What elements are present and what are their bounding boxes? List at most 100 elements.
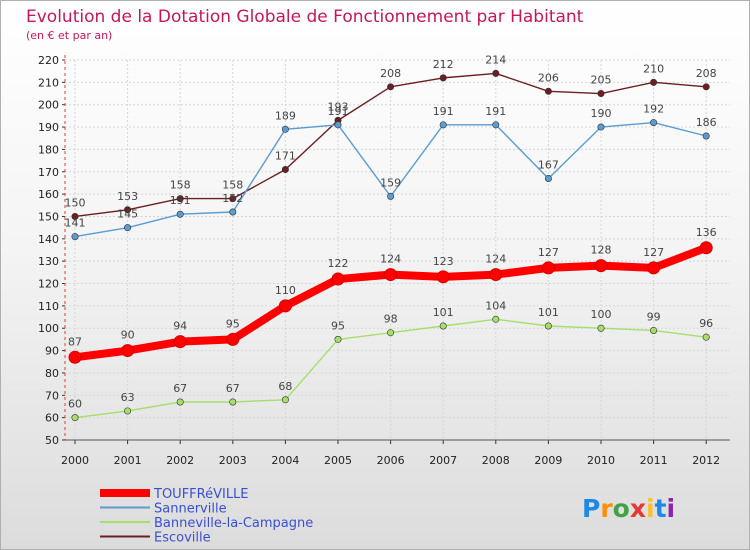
point-sannerville-2010 bbox=[597, 123, 605, 131]
y-tick-label-140: 140 bbox=[38, 233, 59, 246]
point-escoville-2002 bbox=[176, 195, 184, 203]
data-label-banneville-la-campagne-2000: 60 bbox=[68, 398, 82, 411]
y-tick-label-100: 100 bbox=[38, 322, 59, 335]
data-label-touffr-ville-2011: 127 bbox=[643, 246, 664, 259]
y-tick-label-180: 180 bbox=[38, 143, 59, 156]
x-tick-label-2005: 2005 bbox=[324, 454, 352, 467]
y-tick-label-190: 190 bbox=[38, 121, 59, 134]
data-label-touffr-ville-2010: 128 bbox=[591, 244, 612, 257]
y-tick-label-70: 70 bbox=[45, 389, 59, 402]
point-banneville-la-campagne-2002 bbox=[176, 398, 184, 406]
point-banneville-la-campagne-2010 bbox=[597, 324, 605, 332]
y-tick-label-80: 80 bbox=[45, 367, 59, 380]
data-label-touffr-ville-2008: 124 bbox=[485, 253, 506, 266]
data-label-escoville-2008: 214 bbox=[485, 53, 506, 66]
data-label-escoville-2000: 150 bbox=[65, 196, 86, 209]
data-label-sannerville-2001: 145 bbox=[117, 208, 138, 221]
data-label-sannerville-2004: 189 bbox=[275, 109, 296, 122]
y-tick-label-50: 50 bbox=[45, 434, 59, 447]
point-sannerville-2006 bbox=[387, 192, 395, 200]
data-label-sannerville-2008: 191 bbox=[485, 105, 506, 118]
chart-title: Evolution de la Dotation Globale de Fonc… bbox=[26, 7, 584, 27]
y-tick-label-170: 170 bbox=[38, 166, 59, 179]
point-touffr-ville-2000 bbox=[68, 350, 82, 364]
grid bbox=[65, 59, 730, 441]
y-tick-label-200: 200 bbox=[38, 99, 59, 112]
point-sannerville-2011 bbox=[650, 119, 658, 127]
point-touffr-ville-2001 bbox=[121, 344, 135, 358]
data-label-banneville-la-campagne-2012: 96 bbox=[699, 317, 713, 330]
point-banneville-la-campagne-2006 bbox=[387, 329, 395, 337]
data-label-touffr-ville-2012: 136 bbox=[696, 226, 717, 239]
y-tick-label-160: 160 bbox=[38, 188, 59, 201]
point-sannerville-2005 bbox=[334, 121, 342, 129]
point-escoville-2011 bbox=[650, 78, 658, 86]
legend-label-touffr-ville: TOUFFRéVILLE bbox=[153, 487, 249, 502]
data-label-escoville-2009: 206 bbox=[538, 71, 559, 84]
x-tick-label-2010: 2010 bbox=[587, 454, 615, 467]
data-label-banneville-la-campagne-2004: 68 bbox=[278, 380, 292, 393]
data-label-escoville-2001: 153 bbox=[117, 190, 138, 203]
point-escoville-2012 bbox=[702, 83, 710, 91]
data-label-banneville-la-campagne-2006: 98 bbox=[384, 313, 398, 326]
data-label-banneville-la-campagne-2001: 63 bbox=[121, 391, 135, 404]
x-tick-label-2003: 2003 bbox=[219, 454, 247, 467]
data-label-touffr-ville-2002: 94 bbox=[173, 320, 187, 333]
data-label-sannerville-2010: 190 bbox=[591, 107, 612, 120]
point-escoville-2006 bbox=[387, 83, 395, 91]
proxiti-logo-text: Proxiti bbox=[582, 494, 675, 523]
point-touffr-ville-2011 bbox=[647, 261, 661, 275]
data-label-banneville-la-campagne-2008: 104 bbox=[485, 299, 506, 312]
point-banneville-la-campagne-2009 bbox=[544, 322, 552, 330]
legend: TOUFFRéVILLESannervilleBanneville-la-Cam… bbox=[100, 487, 313, 546]
data-label-touffr-ville-2003: 95 bbox=[226, 317, 240, 330]
data-label-banneville-la-campagne-2005: 95 bbox=[331, 319, 345, 332]
point-banneville-la-campagne-2008 bbox=[492, 315, 500, 323]
series-escoville: 150 153 158 158 171 193 208 212 214 206 205 210 208 bbox=[65, 53, 717, 220]
x-tick-label-2011: 2011 bbox=[640, 454, 668, 467]
data-label-banneville-la-campagne-2002: 67 bbox=[173, 382, 187, 395]
point-touffr-ville-2007 bbox=[436, 270, 450, 284]
point-touffr-ville-2006 bbox=[384, 268, 398, 282]
point-touffr-ville-2002 bbox=[173, 335, 187, 349]
y-tick-label-120: 120 bbox=[38, 278, 59, 291]
y-tick-label-110: 110 bbox=[38, 300, 59, 313]
data-label-sannerville-2007: 191 bbox=[433, 105, 454, 118]
point-escoville-2009 bbox=[544, 87, 552, 95]
data-label-escoville-2007: 212 bbox=[433, 58, 454, 71]
data-label-escoville-2012: 208 bbox=[696, 67, 717, 80]
data-label-touffr-ville-2004: 110 bbox=[275, 284, 296, 297]
data-label-escoville-2011: 210 bbox=[643, 62, 664, 75]
point-escoville-2008 bbox=[492, 69, 500, 77]
data-label-sannerville-2002: 151 bbox=[170, 194, 191, 207]
series-touffr-ville: 87 90 94 95 110 122 124 123 124 127 128 127 136 bbox=[68, 226, 717, 364]
y-tick-label-150: 150 bbox=[38, 210, 59, 223]
x-tick-label-2002: 2002 bbox=[166, 454, 194, 467]
point-banneville-la-campagne-2003 bbox=[229, 398, 237, 406]
data-label-sannerville-2003: 152 bbox=[222, 192, 243, 205]
point-touffr-ville-2008 bbox=[489, 268, 503, 282]
point-escoville-2010 bbox=[597, 90, 605, 98]
data-label-banneville-la-campagne-2011: 99 bbox=[647, 310, 661, 323]
point-banneville-la-campagne-2001 bbox=[124, 407, 132, 415]
data-label-touffr-ville-2009: 127 bbox=[538, 246, 559, 259]
x-tick-label-2007: 2007 bbox=[429, 454, 457, 467]
data-label-touffr-ville-2000: 87 bbox=[68, 335, 82, 348]
point-banneville-la-campagne-2012 bbox=[702, 333, 710, 341]
data-label-escoville-2002: 158 bbox=[170, 179, 191, 192]
data-label-sannerville-2009: 167 bbox=[538, 158, 559, 171]
data-label-banneville-la-campagne-2007: 101 bbox=[433, 306, 454, 319]
data-label-sannerville-2000: 141 bbox=[65, 217, 86, 230]
point-touffr-ville-2009 bbox=[541, 261, 555, 275]
point-banneville-la-campagne-2007 bbox=[439, 322, 447, 330]
point-banneville-la-campagne-2005 bbox=[334, 335, 342, 343]
x-tick-label-2004: 2004 bbox=[271, 454, 299, 467]
x-tick-label-2008: 2008 bbox=[482, 454, 510, 467]
point-banneville-la-campagne-2004 bbox=[281, 396, 289, 404]
data-label-sannerville-2005: 191 bbox=[328, 105, 349, 118]
y-tick-label-130: 130 bbox=[38, 255, 59, 268]
legend-label-escoville: Escoville bbox=[154, 531, 211, 546]
data-label-touffr-ville-2001: 90 bbox=[121, 329, 135, 342]
